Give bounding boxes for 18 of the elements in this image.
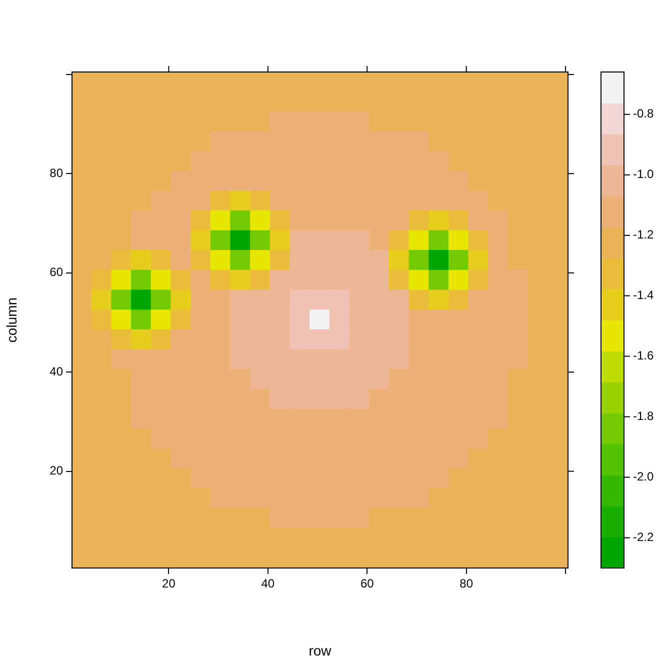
color-bar-label: -1.6 — [633, 348, 654, 363]
color-bar-label: -2.2 — [633, 530, 654, 544]
color-bar-label: -0.8 — [633, 106, 654, 121]
x-tick-label: 40 — [261, 576, 275, 591]
y-tick-label: 60 — [50, 265, 64, 280]
y-tick-label: 20 — [50, 464, 64, 478]
x-tick-label: 60 — [360, 576, 374, 591]
y-axis-title: column — [3, 297, 20, 343]
y-tick-label: 40 — [50, 364, 64, 378]
x-tick-label: 20 — [162, 576, 176, 591]
color-bar-label: -1.4 — [633, 288, 654, 302]
x-axis-title: row — [308, 642, 332, 658]
color-bar-label: -2.0 — [633, 470, 654, 484]
color-bar-label: -1.8 — [633, 409, 654, 424]
x-tick-label: 80 — [460, 576, 474, 591]
color-bar-label: -1.0 — [633, 167, 654, 182]
color-bar-label: -1.2 — [633, 228, 654, 242]
y-tick-label: 80 — [50, 166, 64, 180]
